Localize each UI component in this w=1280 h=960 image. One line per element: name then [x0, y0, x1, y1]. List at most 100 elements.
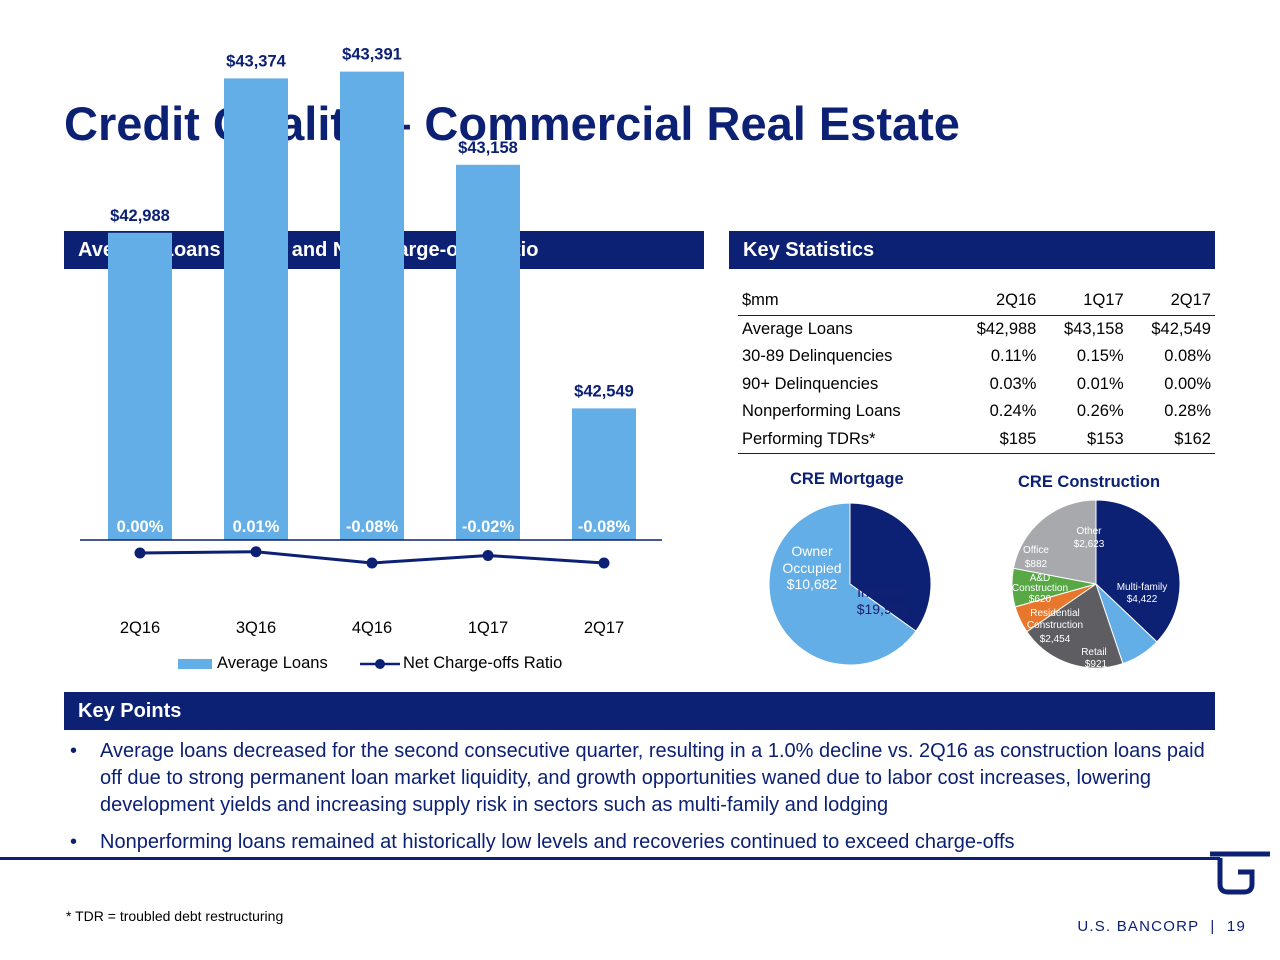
stats-cell: 0.24% — [989, 402, 1037, 421]
stats-row: Performing TDRs* $185 $153 $162 — [738, 425, 1215, 454]
ratio-data-label: -0.08% — [578, 518, 631, 536]
bar-average-loans — [340, 71, 404, 540]
pie-label: Office — [1023, 545, 1049, 556]
cre-construction-slice — [1026, 583, 1124, 669]
legend-label: Average Loans — [217, 654, 328, 672]
legend-item-net-charge-offs: Net Charge-offs Ratio — [360, 654, 562, 673]
stats-row: Nonperforming Loans 0.24% 0.26% 0.28% — [738, 398, 1215, 426]
stats-cell: $42,549 — [1151, 319, 1211, 338]
footer-rule — [0, 857, 1220, 860]
bar-average-loans — [108, 232, 172, 541]
ratio-data-label: 0.00% — [117, 518, 164, 536]
bancorp-shield-logo — [1210, 851, 1270, 895]
key-points-header: Key Points — [64, 692, 1215, 730]
cre-construction-slice — [1095, 499, 1181, 643]
pie-label: Investor — [857, 584, 907, 600]
net-charge-offs-point — [482, 550, 494, 561]
net-charge-offs-point — [366, 557, 378, 569]
pie-value: $19,945 — [857, 601, 908, 617]
stats-header-cell: 1Q17 — [1040, 287, 1128, 316]
stats-cell: 0.03% — [989, 374, 1037, 393]
pie-value: $2,623 — [1074, 539, 1105, 550]
stats-row: 90+ Delinquencies 0.03% 0.01% 0.00% — [738, 371, 1215, 399]
ratio-data-label: 0.01% — [233, 518, 280, 536]
legend-swatch-line — [360, 658, 400, 669]
stats-section-header: Key Statistics — [729, 231, 1215, 269]
x-tick-label: 2Q16 — [120, 619, 160, 637]
stats-cell: $42,988 — [976, 319, 1037, 338]
net-charge-offs-point — [598, 557, 610, 569]
stats-header-row: $mm 2Q16 1Q17 2Q17 — [738, 287, 1215, 316]
pie-value: $4,422 — [1127, 594, 1158, 605]
pie-label: Retail — [1081, 647, 1107, 658]
stats-row: Average Loans $42,988 $43,158 $42,549 — [738, 315, 1215, 343]
pie-value: $882 — [1025, 559, 1048, 570]
key-statistics-table: $mm 2Q16 1Q17 2Q17 Average Loans $42,988… — [738, 287, 1215, 454]
pie-label: Construction — [1012, 583, 1068, 594]
stats-cell: 0.00% — [1164, 374, 1211, 393]
pie-label: Multi-family — [1117, 582, 1168, 593]
bar-average-loans — [456, 164, 520, 541]
stats-row-label: Average Loans — [742, 319, 853, 338]
bar-value-label: $42,549 — [574, 382, 634, 400]
stats-row-label: 30-89 Delinquencies — [742, 347, 893, 366]
footer-separator: | — [1210, 918, 1216, 935]
cre-mortgage-slice — [849, 502, 932, 632]
bar-value-label: $43,374 — [226, 52, 286, 70]
stats-cell: $153 — [1040, 425, 1128, 454]
stats-cell: 0.26% — [1076, 402, 1124, 421]
stats-cell: 0.15% — [1076, 347, 1124, 366]
x-tick-label: 3Q16 — [236, 619, 276, 637]
net-charge-offs-point — [134, 547, 146, 559]
bar-average-loans — [572, 408, 636, 540]
x-tick-label: 1Q17 — [468, 619, 508, 637]
bar-value-label: $43,158 — [458, 139, 518, 157]
cre-mortgage-slice — [768, 502, 917, 666]
bar-average-loans — [224, 78, 288, 541]
cre-construction-slice — [1012, 499, 1097, 585]
stats-cell: $43,158 — [1064, 319, 1124, 338]
pie-label: Other — [1076, 526, 1102, 537]
bar-value-label: $42,988 — [110, 207, 170, 225]
cre-construction-title: CRE Construction — [1018, 473, 1161, 491]
stats-cell: $162 — [1127, 425, 1215, 454]
page-title: Credit Quality – Commercial Real Estate — [64, 97, 960, 150]
legend-item-average-loans: Average Loans — [178, 654, 328, 673]
key-point-item: Average loans decreased for the second c… — [70, 738, 1230, 819]
pie-label: Owner — [791, 543, 833, 559]
stats-cell: 0.28% — [1164, 402, 1211, 421]
stats-header-cell: 2Q16 — [953, 287, 1041, 316]
x-tick-label: 2Q17 — [584, 619, 624, 637]
pie-label: Residential — [1030, 608, 1079, 619]
cre-mortgage-title: CRE Mortgage — [790, 470, 904, 488]
stats-header-cell: 2Q17 — [1127, 287, 1215, 316]
stats-cell: 0.11% — [990, 347, 1037, 366]
stats-cell: $185 — [953, 425, 1041, 454]
stats-row: 30-89 Delinquencies 0.11% 0.15% 0.08% — [738, 343, 1215, 371]
pie-label: Occupied — [782, 560, 841, 576]
net-charge-offs-point — [250, 546, 262, 558]
ratio-data-label: -0.02% — [462, 518, 515, 536]
legend-swatch-bar — [178, 658, 212, 669]
pie-value: $2,454 — [1040, 634, 1071, 645]
x-tick-label: 4Q16 — [352, 619, 392, 637]
key-point-item: Nonperforming loans remained at historic… — [70, 829, 1230, 856]
stats-row-label: 90+ Delinquencies — [742, 374, 879, 393]
pie-value: $10,682 — [787, 576, 838, 592]
stats-cell: 0.01% — [1076, 374, 1124, 393]
footer-brand: U.S. BANCORP | 19 — [1077, 918, 1246, 935]
key-points-list: Average loans decreased for the second c… — [70, 738, 1230, 866]
brand-name: U.S. BANCORP — [1077, 918, 1200, 935]
pie-value: $620 — [1029, 594, 1052, 605]
stats-row-label: Nonperforming Loans — [742, 402, 901, 421]
stats-cell: 0.08% — [1164, 347, 1211, 366]
footnote: * TDR = troubled debt restructuring — [66, 908, 284, 924]
bar-value-label: $43,391 — [342, 46, 402, 64]
stats-header-cell: $mm — [738, 287, 954, 316]
pie-label: A&D — [1030, 573, 1051, 584]
pie-value: $921 — [1085, 659, 1108, 670]
pie-label: Construction — [1027, 620, 1083, 631]
stats-row-label: Performing TDRs* — [738, 425, 954, 454]
